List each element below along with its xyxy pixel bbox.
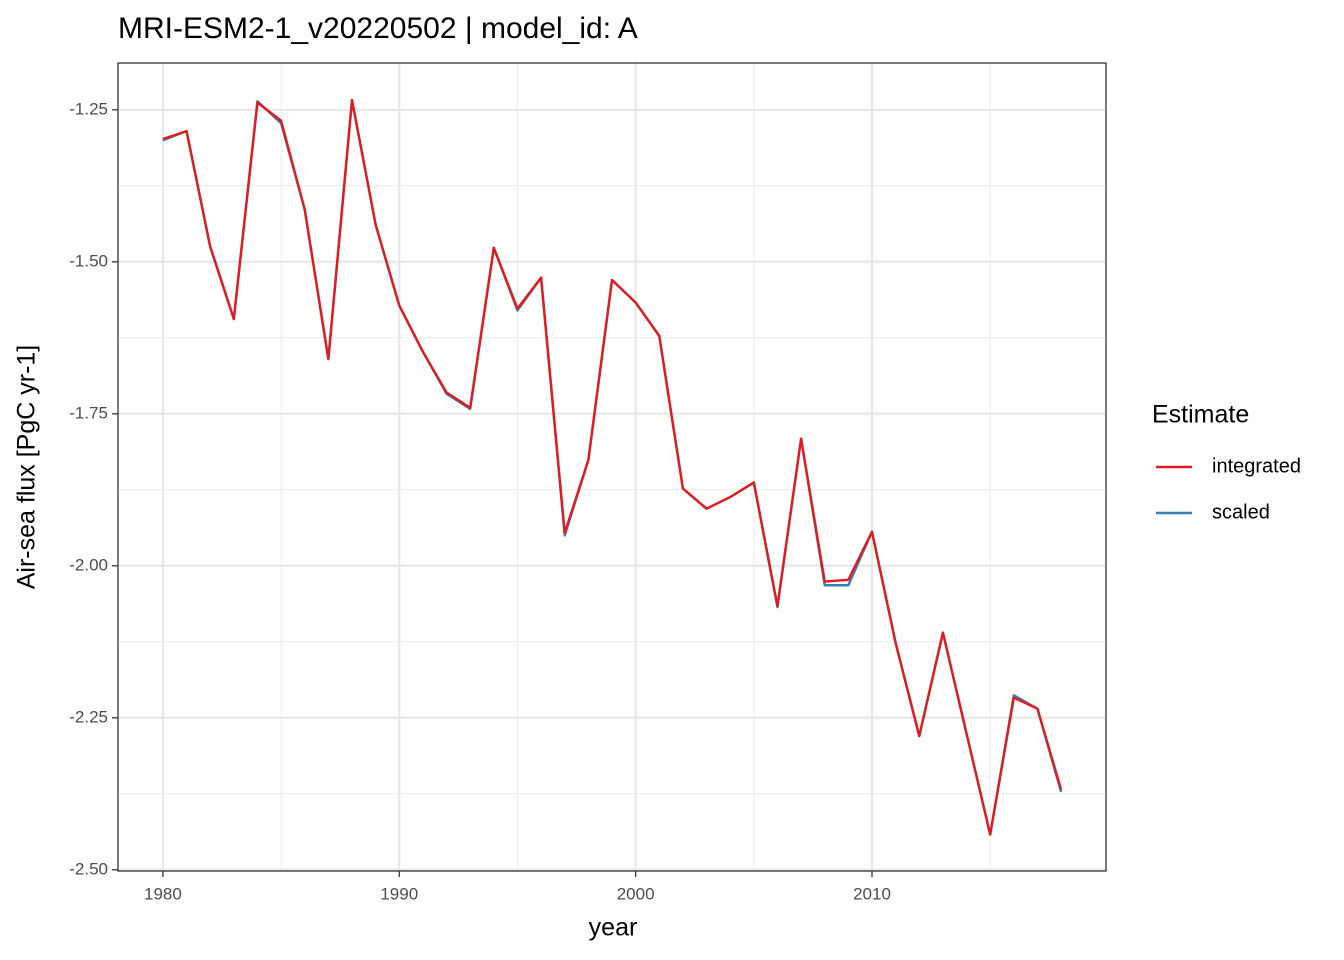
legend: integrated scaled: [1156, 455, 1301, 523]
x-tick-label: 1980: [144, 884, 182, 903]
chart-title: MRI-ESM2-1_v20220502 | model_id: A: [118, 12, 638, 45]
legend-label: integrated: [1212, 455, 1301, 477]
x-axis-title: year: [589, 914, 638, 942]
x-tick-label: 1990: [380, 884, 418, 903]
y-tick-label: -2.50: [69, 859, 108, 878]
panel-border: [117, 62, 1107, 872]
lines: [162, 98, 1063, 836]
y-axis-title: Air-sea flux [PgC yr-1]: [13, 345, 41, 590]
y-tick-label: -1.50: [69, 251, 108, 270]
series-line: [162, 98, 1063, 836]
x-tick-label: 2010: [853, 884, 891, 903]
y-tick-label: -2.25: [69, 707, 108, 726]
x-tick-label: 2000: [617, 884, 655, 903]
y-tick-label: -2.00: [69, 555, 108, 574]
grid: [118, 63, 1106, 871]
legend-title: Estimate: [1152, 401, 1249, 429]
y-tick-label: -1.75: [69, 403, 108, 422]
y-tick-label: -1.25: [69, 99, 108, 118]
legend-label: scaled: [1212, 501, 1270, 523]
